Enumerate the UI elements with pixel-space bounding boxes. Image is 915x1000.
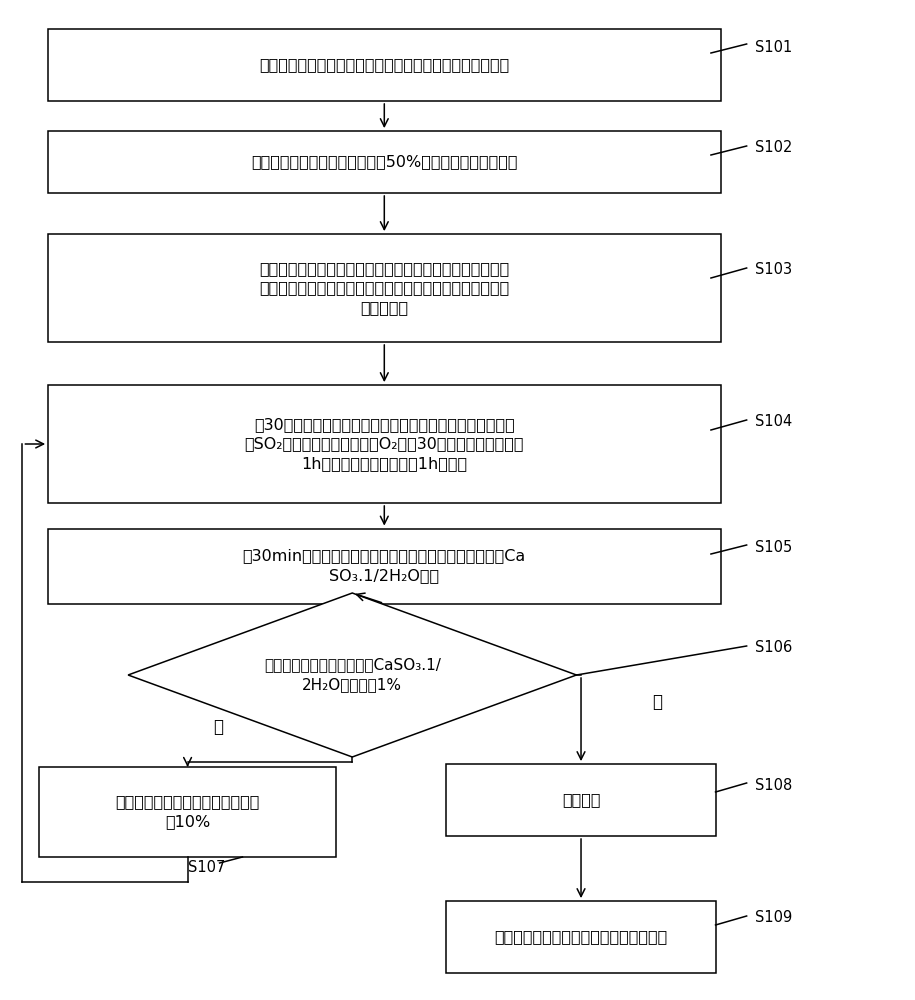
Bar [447,764,716,836]
Text: S109: S109 [755,910,792,926]
Text: 计算本次测试中的吸收塔浆液自然氧化率: 计算本次测试中的吸收塔浆液自然氧化率 [494,930,668,944]
Bar [48,528,721,603]
Bar [48,29,721,101]
Text: 每30分钟记录一次烟气在线监测装置上的脱硫系统入口和出
口SO₂浓度、烟气流量、烟气O₂浓度30分钟的平均值，连续
1h，共记录两次，计算其1h平均值: 每30分钟记录一次烟气在线监测装置上的脱硫系统入口和出 口SO₂浓度、烟气流量、… [244,417,524,471]
Bar [48,385,721,503]
Text: S107: S107 [188,859,225,874]
Text: 每30min取吸收塔浆液样一次，分析浆液过滤后固体中的Ca
SO₃.1/2H₂O含量: 每30min取吸收塔浆液样一次，分析浆液过滤后固体中的Ca SO₃.1/2H₂O… [242,549,526,583]
Text: 吸收塔浆液过滤后固体中的CaSO₃.1/
2H₂O含量小于1%: 吸收塔浆液过滤后固体中的CaSO₃.1/ 2H₂O含量小于1% [264,658,441,692]
Text: S103: S103 [755,262,792,277]
Text: 停运石灰石湿法脱硫系统的氧化风机，维持锅炉燃烧工况、
脱硫设备的运行参数基本不变，进行第一次测试，并记录测
试开始时间: 停运石灰石湿法脱硫系统的氧化风机，维持锅炉燃烧工况、 脱硫设备的运行参数基本不变… [259,261,510,315]
Text: 否: 否 [213,718,222,736]
Text: 将锅炉最大出力在原有的基础上提
高10%: 将锅炉最大出力在原有的基础上提 高10% [115,795,260,829]
Bar [48,131,721,193]
Bar [447,901,716,973]
Bar [38,767,337,857]
Bar [48,234,721,342]
Text: S106: S106 [755,641,792,656]
Text: 准备可供锅炉燃烧的燃煤，所述燃煤的硫含量控制在设计值: 准备可供锅炉燃烧的燃煤，所述燃煤的硫含量控制在设计值 [259,57,510,73]
Text: S104: S104 [755,414,792,430]
Text: S105: S105 [755,540,792,554]
Text: 将锅炉负荷调节到锅炉最大出力50%，保持燃烧工况的稳定: 将锅炉负荷调节到锅炉最大出力50%，保持燃烧工况的稳定 [251,154,518,169]
Text: S102: S102 [755,140,792,155]
Text: S108: S108 [755,778,792,792]
Polygon shape [128,593,576,757]
Text: 测试结束: 测试结束 [562,792,600,808]
Text: 是: 是 [652,693,662,711]
Text: S101: S101 [755,39,792,54]
